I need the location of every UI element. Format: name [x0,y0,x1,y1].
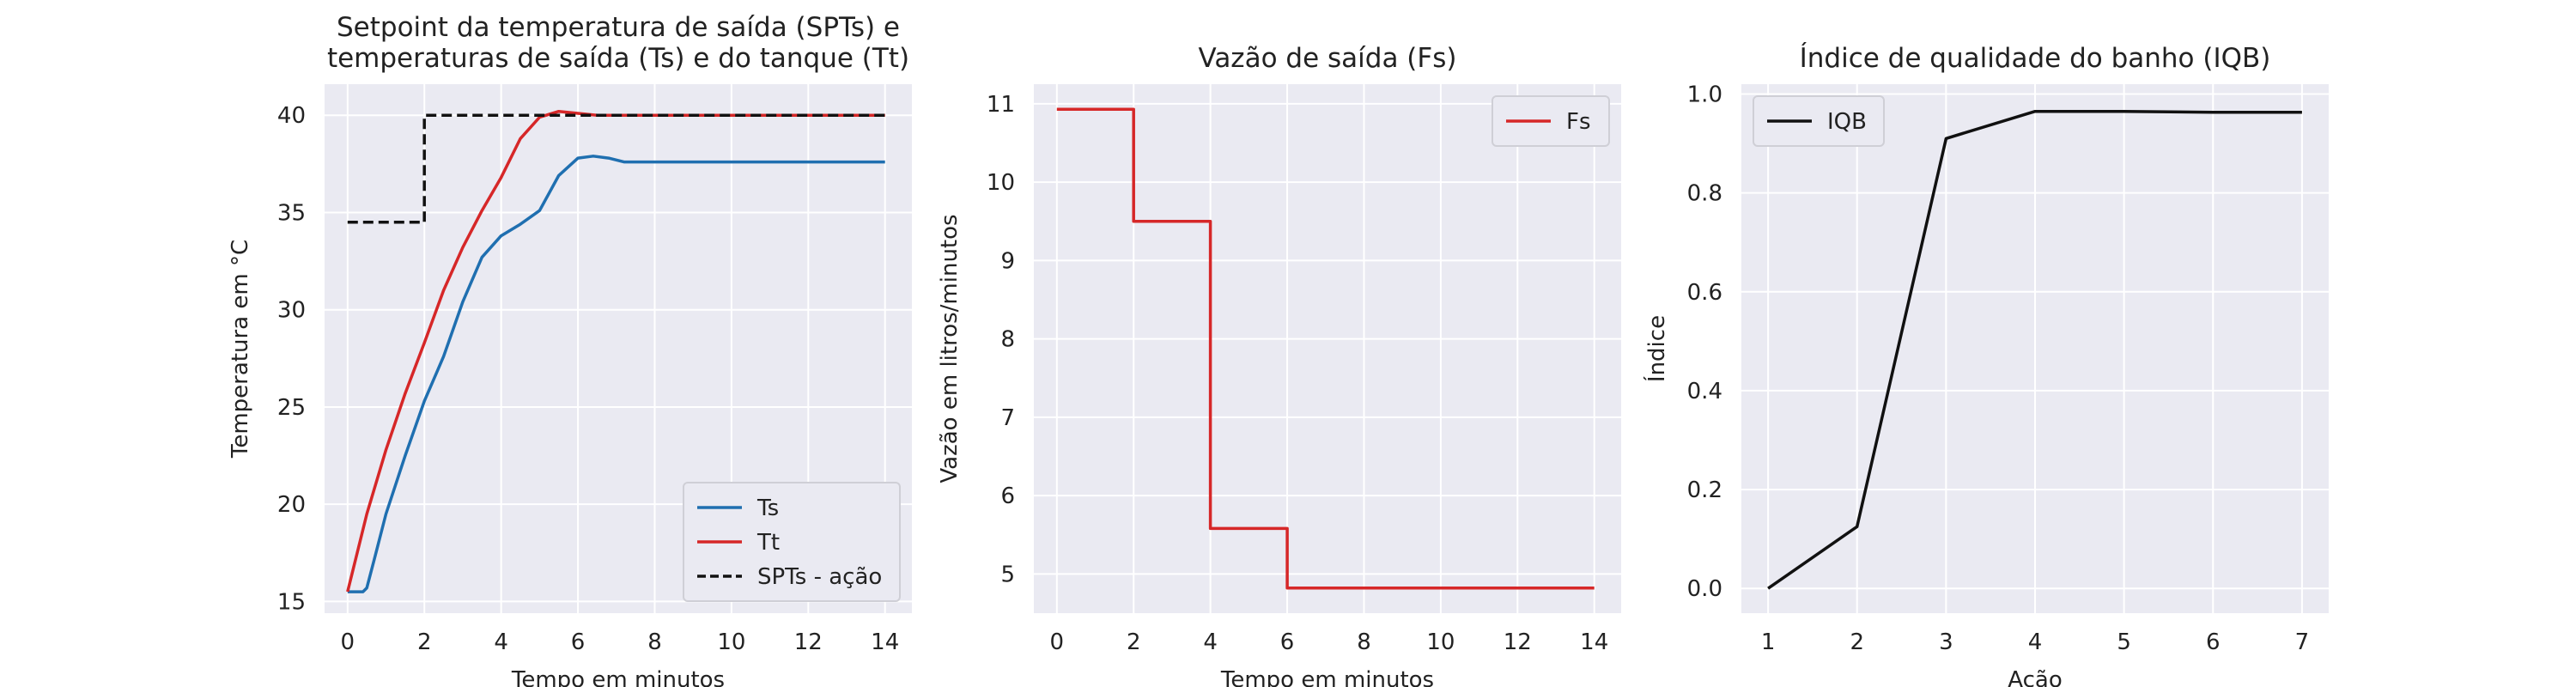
legend-label: IQB [1827,109,1867,135]
y-tick-label: 6 [1000,483,1015,509]
x-axis-label: Tempo em minutos [1220,667,1434,687]
y-tick-label: 0.6 [1687,280,1722,306]
legend-label: Ts [756,495,779,521]
x-tick-label: 4 [494,629,508,655]
x-tick-label: 12 [1504,629,1532,655]
chart-title: Vazão de saída (Fs) [1199,43,1457,74]
x-tick-label: 0 [1050,629,1065,655]
y-tick-label: 5 [1000,562,1015,587]
legend: Ts Tt SPTs - ação [683,482,901,602]
y-tick-label: 0.8 [1687,181,1722,207]
legend: IQB [1753,95,1885,147]
y-tick-label: 40 [277,103,306,129]
legend-label: Fs [1566,109,1591,135]
legend-label: SPTs - ação [757,564,882,590]
x-tick-label: 6 [571,629,586,655]
x-tick-label: 5 [2117,629,2131,655]
series-line-ts [347,155,885,593]
series-line-fs [1056,107,1595,590]
plot-area [1034,84,1621,613]
chart-2: 0 2 4 6 8 10 12 14 5 6 7 8 9 10 11 Tempo em minutos Vazã… [937,43,1621,687]
y-tick-label: 10 [987,170,1015,196]
series-line-iqb [1767,109,2302,590]
x-tick-label: 8 [647,629,662,655]
y-tick-label: 7 [1000,405,1015,431]
y-axis-label: Índice [1643,315,1670,382]
x-tick-label: 3 [1939,629,1953,655]
y-tick-label: 0.0 [1687,576,1722,602]
x-tick-label: 2 [1850,629,1864,655]
y-tick-label: 15 [277,589,306,615]
x-tick-label: 0 [341,629,355,655]
x-tick-label: 6 [2206,629,2221,655]
x-tick-label: 10 [717,629,745,655]
y-tick-label: 0.4 [1687,379,1722,404]
x-axis-label: Ação [2008,667,2062,687]
y-tick-label: 8 [1000,327,1015,353]
y-tick-label: 20 [277,492,306,518]
x-tick-label: 10 [1426,629,1455,655]
x-axis-label: Tempo em minutos [511,667,725,687]
y-tick-label: 25 [277,395,306,421]
x-tick-label: 14 [1580,629,1608,655]
y-tick-label: 1.0 [1687,82,1722,108]
chart-title: Setpoint da temperatura de saída (SPTs) … [337,12,900,43]
x-tick-label: 6 [1280,629,1295,655]
x-tick-label: 8 [1357,629,1371,655]
y-tick-label: 30 [277,298,306,324]
x-tick-label: 4 [2028,629,2043,655]
legend-box [683,482,901,602]
x-tick-label: 4 [1203,629,1218,655]
y-axis-label: Vazão em litros/minutos [937,214,963,483]
series-line-spts---ação [347,113,885,224]
x-tick-label: 7 [2295,629,2310,655]
chart-1: 0 2 4 6 8 10 12 14 15 20 25 30 35 40 Tempo em minutos T… [228,12,912,687]
legend-label: Tt [756,530,780,556]
chart-title: temperaturas de saída (Ts) e do tanque (… [327,43,909,74]
x-tick-label: 14 [871,629,899,655]
legend: Fs [1492,95,1610,147]
x-tick-label: 1 [1761,629,1776,655]
chart-title: Índice de qualidade do banho (IQB) [1800,43,2271,74]
legend-box [1753,95,1885,147]
x-tick-label: 12 [794,629,823,655]
chart-3: 1 2 3 4 5 6 7 0.0 0.2 0.4 0.6 0.8 1.0 Ação Índice Índic… [1643,43,2329,687]
y-axis-label: Temperatura em °C [228,240,253,459]
y-tick-label: 35 [277,200,306,226]
y-tick-label: 11 [987,92,1015,118]
y-tick-label: 9 [1000,248,1015,274]
y-tick-label: 0.2 [1687,477,1722,503]
x-tick-label: 2 [1127,629,1141,655]
x-tick-label: 2 [417,629,432,655]
